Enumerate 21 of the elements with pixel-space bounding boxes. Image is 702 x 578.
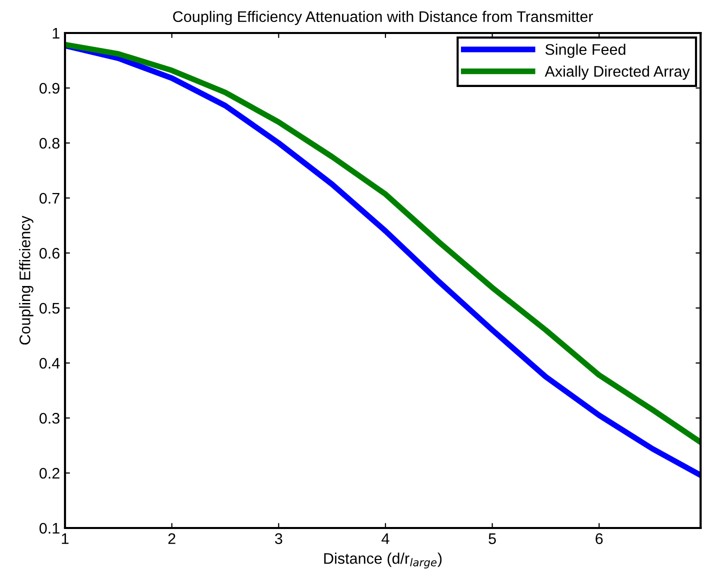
x-tick-label: 1 xyxy=(62,533,69,544)
y-tick-label: 1 xyxy=(52,28,60,39)
y-tick-label: 0.9 xyxy=(40,82,60,94)
x-tick-label: 4 xyxy=(382,533,390,544)
y-tick-label: 0.6 xyxy=(40,248,60,259)
x-tick-label: 5 xyxy=(488,533,496,544)
y-tick-label: 0.2 xyxy=(40,468,60,479)
y-tick-label: 0.5 xyxy=(40,302,60,314)
y-tick-label: 0.4 xyxy=(40,358,60,369)
x-axis-title: Distance (d/r$_{large}$) xyxy=(324,552,442,568)
y-tick-label: 0.7 xyxy=(40,192,60,204)
y-axis-title: Coupling Efficiency xyxy=(19,216,34,345)
legend-label: Axially Directed Array xyxy=(544,66,690,80)
legend-label: Single Feed xyxy=(545,44,626,58)
x-tick-label: 3 xyxy=(274,533,282,544)
y-tick-label: 0.8 xyxy=(40,138,60,149)
x-tick-label: 6 xyxy=(596,533,603,544)
y-tick-label: 0.3 xyxy=(40,412,60,424)
y-tick-label: 0.1 xyxy=(40,522,60,534)
x-tick-label: 2 xyxy=(168,533,176,544)
chart-title: Coupling Efficiency Attenuation with Distance from Transmitter xyxy=(173,10,594,26)
